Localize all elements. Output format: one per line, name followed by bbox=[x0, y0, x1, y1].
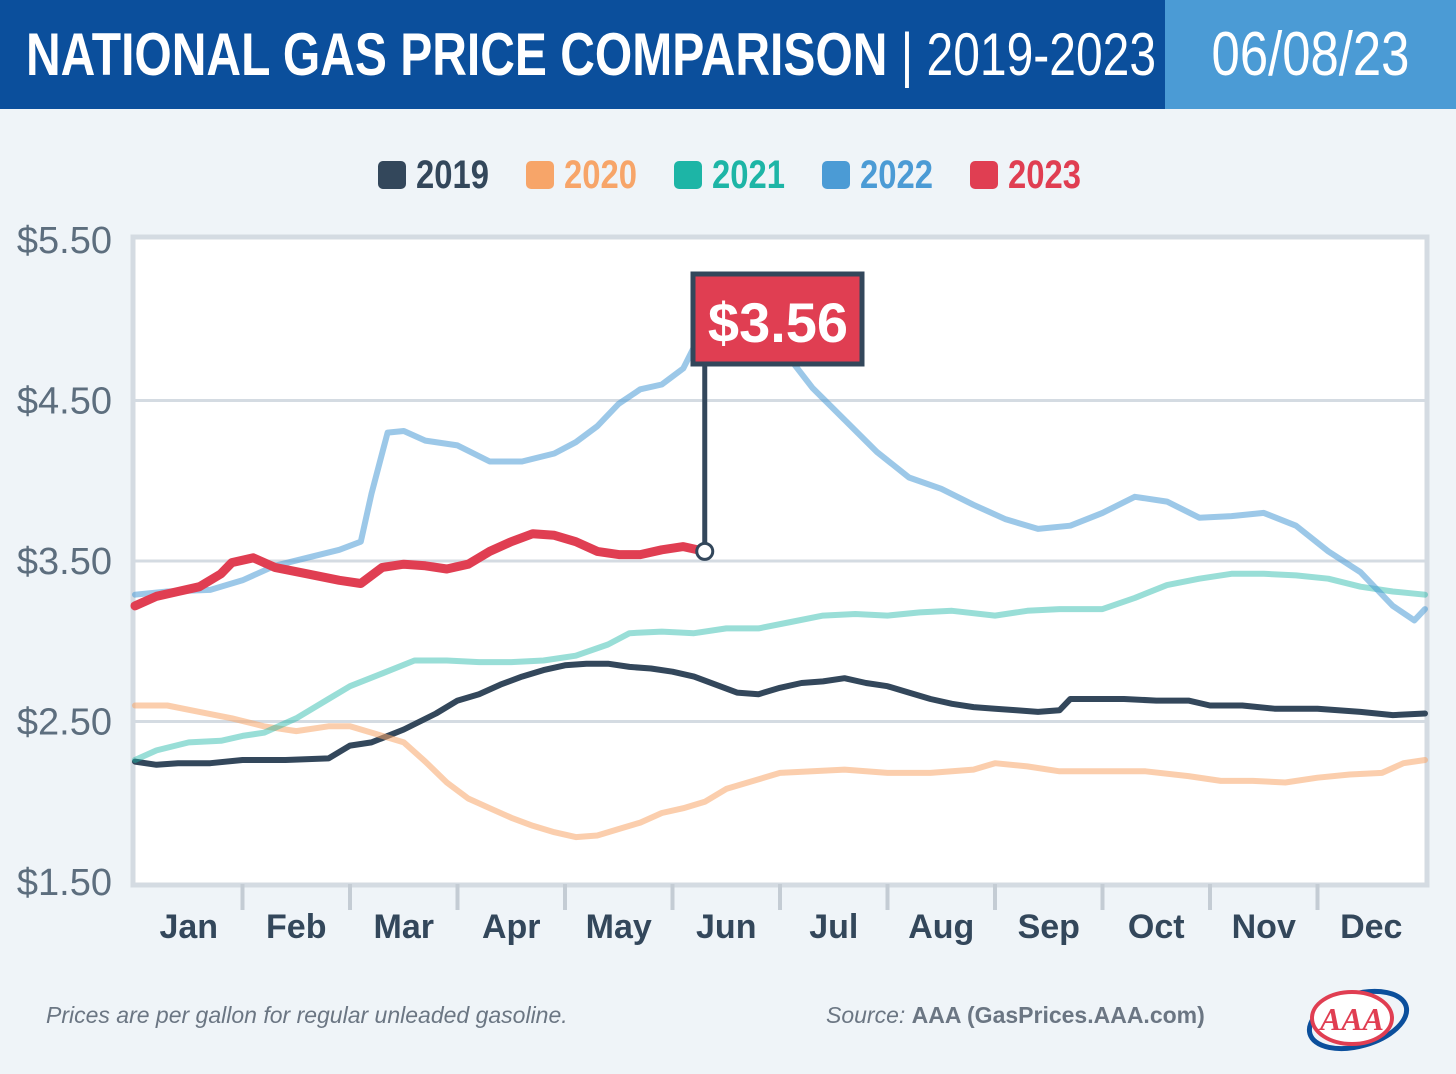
legend-label-2023: 2023 bbox=[1008, 153, 1081, 197]
source-label: Source: bbox=[826, 1002, 906, 1028]
chart-legend: 2019 2020 2021 2022 2023 bbox=[378, 152, 1118, 198]
price-callout: $3.56 bbox=[690, 271, 865, 561]
x-tick-label: Oct bbox=[1128, 908, 1185, 946]
callout-box bbox=[690, 271, 865, 367]
x-tick-label: Mar bbox=[374, 908, 434, 946]
y-tick-label: $3.50 bbox=[17, 541, 112, 583]
y-tick-label: $4.50 bbox=[17, 381, 112, 423]
legend-swatch-2020 bbox=[526, 161, 554, 189]
report-date: 06/08/23 bbox=[1211, 20, 1410, 89]
series-line-2020 bbox=[132, 702, 1428, 841]
x-axis-ticks: Jan Feb Mar Apr May Jun Jul Aug Sep Oct Nov Dec bbox=[159, 884, 1402, 946]
legend-swatch-2022 bbox=[822, 161, 850, 189]
legend-item-2023: 2023 bbox=[970, 152, 1088, 198]
series-line-2021 bbox=[132, 570, 1428, 763]
aaa-logo-text: AAA bbox=[1318, 1001, 1384, 1037]
footnote: Prices are per gallon for regular unlead… bbox=[46, 1002, 568, 1028]
title-separator: | bbox=[900, 21, 914, 88]
x-tick-label: May bbox=[586, 908, 652, 946]
y-tick-label: $5.50 bbox=[17, 220, 112, 262]
source-value: AAA (GasPrices.AAA.com) bbox=[911, 1002, 1205, 1028]
header-date-box: 06/08/23 bbox=[1165, 0, 1456, 109]
x-tick-label: Feb bbox=[266, 908, 326, 946]
x-tick-label: Aug bbox=[908, 908, 974, 946]
callout-point bbox=[695, 541, 715, 561]
y-tick-label: $1.50 bbox=[17, 862, 112, 904]
legend-swatch-2023 bbox=[970, 161, 998, 189]
header-title-bar: NATIONAL GAS PRICE COMPARISON | 2019-202… bbox=[0, 0, 1165, 109]
aaa-logo: AAA bbox=[1306, 988, 1410, 1052]
legend-label-2020: 2020 bbox=[564, 153, 637, 197]
x-tick-label: Dec bbox=[1340, 908, 1402, 946]
series-line-2019 bbox=[132, 660, 1428, 768]
legend-label-2019: 2019 bbox=[416, 153, 489, 197]
y-tick-label: $2.50 bbox=[17, 702, 112, 744]
callout-label: $3.56 bbox=[708, 291, 848, 354]
legend-item-2020: 2020 bbox=[526, 152, 644, 198]
page-title: NATIONAL GAS PRICE COMPARISON | 2019-202… bbox=[26, 20, 1156, 90]
x-tick-label: Jul bbox=[809, 908, 858, 946]
legend-item-2019: 2019 bbox=[378, 152, 496, 198]
legend-label-2021: 2021 bbox=[712, 153, 785, 197]
grid-lines bbox=[135, 399, 1425, 723]
x-tick-label: Jun bbox=[696, 908, 756, 946]
header: NATIONAL GAS PRICE COMPARISON | 2019-202… bbox=[0, 0, 1456, 109]
legend-item-2022: 2022 bbox=[822, 152, 940, 198]
x-tick-label: Jan bbox=[159, 908, 218, 946]
legend-item-2021: 2021 bbox=[674, 152, 792, 198]
legend-label-2022: 2022 bbox=[860, 153, 933, 197]
legend-swatch-2021 bbox=[674, 161, 702, 189]
source-credit: Source: AAA (GasPrices.AAA.com) bbox=[826, 1002, 1205, 1029]
series-line-2023 bbox=[130, 529, 710, 611]
x-tick-label: Nov bbox=[1232, 908, 1296, 946]
y-axis-ticks: $5.50 $4.50 $3.50 $2.50 $1.50 bbox=[17, 220, 112, 904]
title-main: NATIONAL GAS PRICE COMPARISON bbox=[26, 21, 888, 88]
title-years: 2019-2023 bbox=[926, 21, 1157, 88]
legend-swatch-2019 bbox=[378, 161, 406, 189]
x-tick-label: Apr bbox=[482, 908, 541, 946]
x-tick-label: Sep bbox=[1018, 908, 1080, 946]
